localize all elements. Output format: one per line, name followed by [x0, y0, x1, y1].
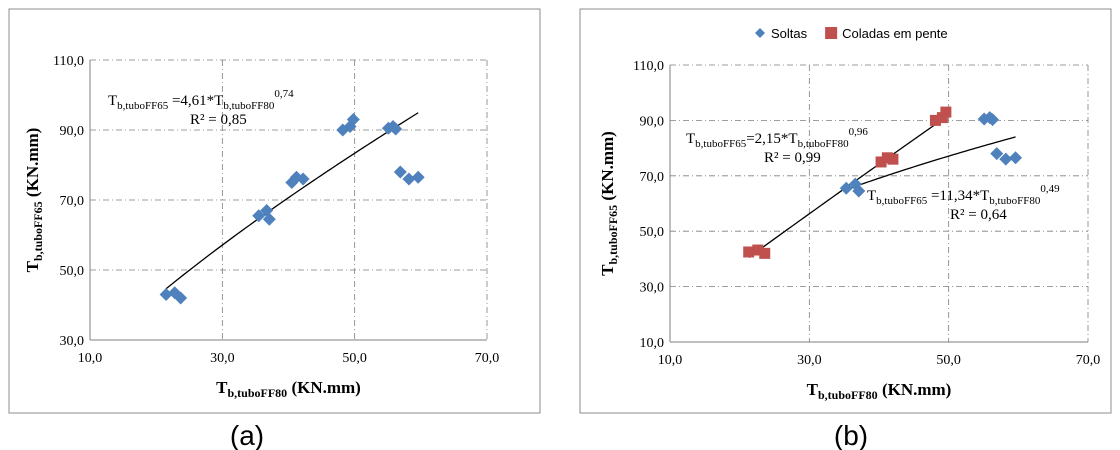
- data-point-square: [759, 247, 771, 259]
- trendline-equation: Tb,tuboFF65=2,15*Tb,tuboFF800,96: [686, 126, 868, 150]
- panel-b-frame: [579, 8, 1112, 414]
- data-point-diamond: [990, 147, 1004, 161]
- x-axis-title: Tb,tuboFF80 (KN.mm): [216, 378, 361, 400]
- trendline: [165, 112, 419, 290]
- r-squared-label: R² = 0,85: [190, 112, 247, 128]
- trendline: [846, 136, 1016, 191]
- legend-label: Soltas: [771, 26, 808, 41]
- data-point-square: [940, 106, 952, 118]
- panel-b-chart: 10,0 30,0 50,0 70,0 10,0 30,0 50,0 70,0 90,0 110,…: [598, 26, 1100, 402]
- data-point-square: [743, 246, 755, 258]
- x-tick-label: 70,0: [475, 351, 500, 366]
- data-point-square: [875, 156, 887, 168]
- legend: Soltas Coladas em pente: [755, 26, 948, 41]
- legend-label: Coladas em pente: [842, 26, 948, 41]
- y-axis-title: Tb,tuboFF65 (KN.mm): [598, 131, 620, 276]
- data-point-diamond: [986, 113, 1000, 127]
- data-point-square: [929, 114, 941, 126]
- data-point-square: [887, 153, 899, 165]
- data-point-diamond: [852, 184, 866, 198]
- data-point-diamond: [389, 122, 403, 136]
- legend-marker-square: [825, 27, 838, 39]
- y-tick-label: 90,0: [60, 124, 85, 139]
- panel-a-frame: [8, 8, 541, 414]
- y-tick-label: 50,0: [640, 225, 665, 240]
- y-tick-label: 50,0: [60, 264, 85, 279]
- data-point-square: [881, 152, 893, 164]
- data-point-diamond: [252, 209, 266, 223]
- y-tick-label: 30,0: [640, 281, 665, 296]
- data-point-diamond: [346, 113, 360, 126]
- data-point-diamond: [402, 172, 416, 186]
- data-point-diamond: [174, 291, 188, 305]
- panel-a-caption: (a): [230, 420, 264, 450]
- data-point-diamond: [411, 170, 425, 184]
- data-point-square: [936, 112, 948, 124]
- data-point-diamond: [262, 212, 276, 226]
- r-squared-label: R² = 0,64: [950, 207, 1007, 223]
- x-tick-label: 50,0: [342, 351, 367, 366]
- y-tick-label: 10,0: [640, 336, 665, 351]
- y-tick-label: 30,0: [60, 334, 85, 349]
- x-tick-label: 30,0: [210, 351, 235, 366]
- data-point-diamond: [1009, 151, 1023, 165]
- y-tick-label: 110,0: [53, 54, 84, 69]
- x-tick-label: 30,0: [797, 353, 822, 368]
- y-tick-label: 110,0: [633, 59, 664, 74]
- data-point-square: [752, 244, 764, 256]
- trendline-equation: Tb,tuboFF65 =4,61*Tb,tuboFF800,74: [108, 88, 294, 112]
- x-tick-label: 10,0: [658, 353, 683, 368]
- y-axis-title: Tb,tuboFF65 (KN.mm): [23, 128, 45, 273]
- x-tick-label: 10,0: [78, 351, 103, 366]
- trendline-equation: Tb,tuboFF65 =11,34*Tb,tuboFF800,49: [867, 183, 1060, 207]
- x-axis-title: Tb,tuboFF80 (KN.mm): [807, 380, 952, 402]
- x-tick-label: 70,0: [1076, 353, 1101, 368]
- r-squared-label: R² = 0,99: [764, 150, 821, 166]
- data-point-diamond: [296, 172, 310, 186]
- data-point-diamond: [839, 181, 853, 195]
- y-tick-label: 90,0: [640, 114, 665, 129]
- y-tick-label: 70,0: [640, 170, 665, 185]
- data-point-diamond: [999, 152, 1013, 166]
- panel-b-caption: (b): [834, 420, 868, 450]
- data-point-diamond: [393, 165, 407, 179]
- x-tick-label: 50,0: [936, 353, 961, 368]
- legend-marker-diamond: [755, 28, 765, 38]
- y-tick-label: 70,0: [60, 194, 85, 209]
- data-point-diamond: [159, 288, 173, 301]
- panel-a-chart: 10,0 30,0 50,0 70,0 30,0 50,0 70,0 90,0 110,0 Tb,…: [23, 54, 499, 400]
